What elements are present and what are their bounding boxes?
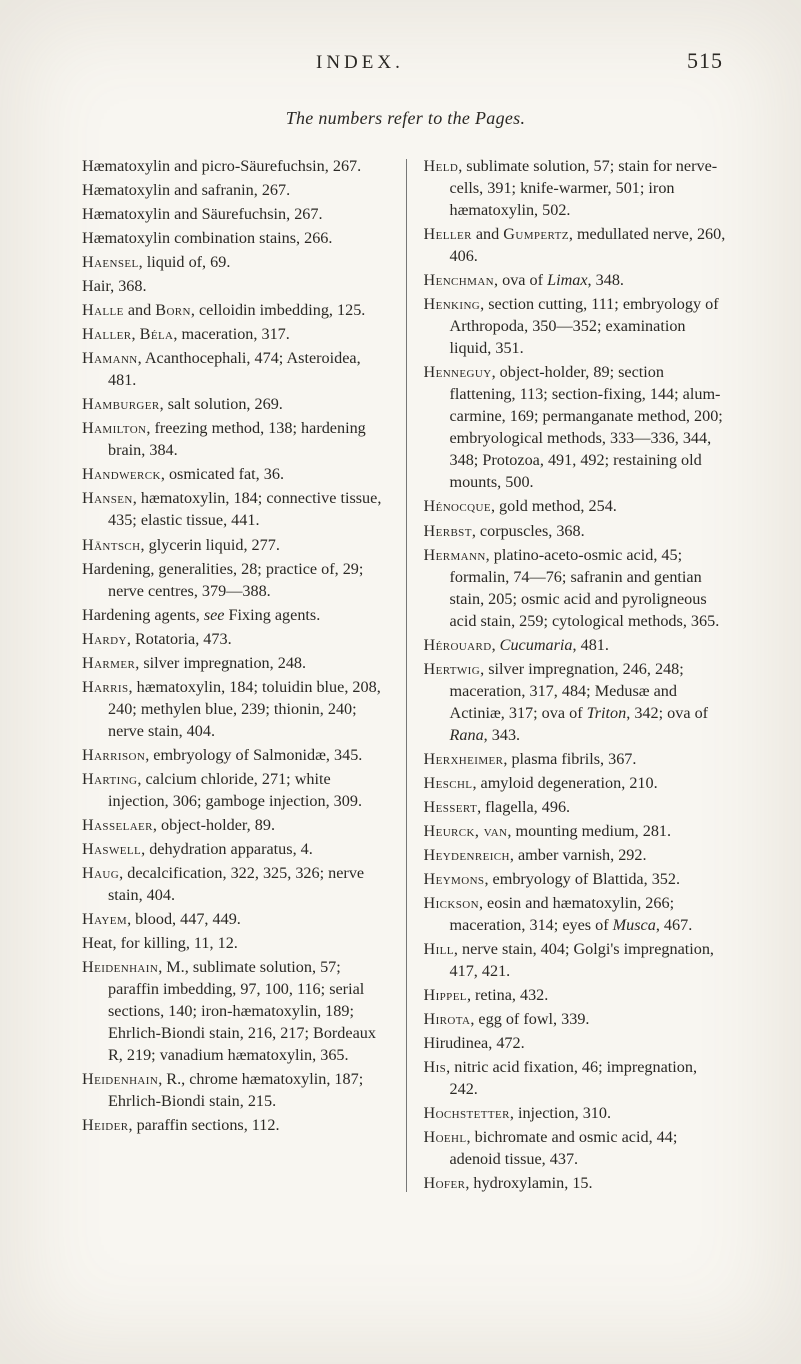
index-entry: Harris, hæmatoxylin, 184; toluidin blue,… [82,676,388,742]
index-entry: Haller, Béla, maceration, 317. [82,323,388,345]
running-title: INDEX. [316,52,404,74]
index-entry: Heurck, van, mounting medium, 281. [424,820,730,842]
index-entry: Hæmatoxylin and picro-Säurefuchsin, 267. [82,155,388,177]
running-head: INDEX. 515 [82,48,729,74]
index-entry: Henchman, ova of Limax, 348. [424,269,730,291]
index-entry: Hasselaer, object-holder, 89. [82,814,388,836]
index-entry: Heller and Gumpertz, medullated nerve, 2… [424,223,730,267]
index-entry: Heidenhain, R., chrome hæmatoxylin, 187;… [82,1068,388,1112]
index-entry: Hamburger, salt solution, 269. [82,393,388,415]
index-entry: Hardy, Rotatoria, 473. [82,628,388,650]
index-entry: Heat, for killing, 11, 12. [82,932,388,954]
index-entry: Hardening, generalities, 28; practice of… [82,558,388,602]
index-entry: Harrison, embryology of Salmonidæ, 345. [82,744,388,766]
index-entry: Herbst, corpuscles, 368. [424,520,730,542]
index-entry: Hérouard, Cucumaria, 481. [424,634,730,656]
index-entry: Hirudinea, 472. [424,1032,730,1054]
index-entry: Hamann, Acanthocephali, 474; Asteroidea,… [82,347,388,391]
column-rule [406,159,407,1192]
index-entry: Heider, paraffin sections, 112. [82,1114,388,1136]
index-entry: Hæmatoxylin and Säurefuchsin, 267. [82,203,388,225]
index-entry: Hippel, retina, 432. [424,984,730,1006]
index-entry: Hansen, hæmatoxylin, 184; connective tis… [82,487,388,531]
index-entry: Held, sublimate solution, 57; stain for … [424,155,730,221]
index-entry: Hénocque, gold method, 254. [424,495,730,517]
index-entry: Hochstetter, injection, 310. [424,1102,730,1124]
index-columns: Hæmatoxylin and picro-Säurefuchsin, 267.… [82,155,729,1196]
index-entry: Hofer, hydroxylamin, 15. [424,1172,730,1194]
index-entry: Hirota, egg of fowl, 339. [424,1008,730,1030]
subheading: The numbers refer to the Pages. [82,108,729,129]
index-entry: Handwerck, osmicated fat, 36. [82,463,388,485]
index-entry: Henneguy, object-holder, 89; section fla… [424,361,730,493]
index-entry: Heydenreich, amber varnish, 292. [424,844,730,866]
index-entry: Henking, section cutting, 111; embryolog… [424,293,730,359]
index-entry: Harting, calcium chloride, 271; white in… [82,768,388,812]
index-entry: Hæmatoxylin combination stains, 266. [82,227,388,249]
index-entry: Haensel, liquid of, 69. [82,251,388,273]
index-entry: Heidenhain, M., sublimate solution, 57; … [82,956,388,1066]
index-entry: Heymons, embryology of Blattida, 352. [424,868,730,890]
index-entry: Halle and Born, celloidin imbedding, 125… [82,299,388,321]
page-number: 515 [687,48,723,74]
page: INDEX. 515 The numbers refer to the Page… [0,0,801,1236]
index-entry: Hair, 368. [82,275,388,297]
index-entry: Hessert, flagella, 496. [424,796,730,818]
index-entry: Harmer, silver impregnation, 248. [82,652,388,674]
index-entry: Herxheimer, plasma fibrils, 367. [424,748,730,770]
index-entry: Hayem, blood, 447, 449. [82,908,388,930]
index-entry: Haswell, dehydration apparatus, 4. [82,838,388,860]
index-entry: Hardening agents, see Fixing agents. [82,604,388,626]
index-entry: Häntsch, glycerin liquid, 277. [82,534,388,556]
index-entry: Hamilton, freezing method, 138; hardenin… [82,417,388,461]
index-entry: Hertwig, silver impregnation, 246, 248; … [424,658,730,746]
index-entry: Hoehl, bichromate and osmic acid, 44; ad… [424,1126,730,1170]
index-entry: Hæmatoxylin and safranin, 267. [82,179,388,201]
index-entry: His, nitric acid fixation, 46; impregnat… [424,1056,730,1100]
index-entry: Hermann, platino-aceto-osmic acid, 45; f… [424,544,730,632]
left-column: Hæmatoxylin and picro-Säurefuchsin, 267.… [82,155,406,1196]
right-column: Held, sublimate solution, 57; stain for … [406,155,730,1196]
index-entry: Heschl, amyloid degeneration, 210. [424,772,730,794]
index-entry: Haug, decalcification, 322, 325, 326; ne… [82,862,388,906]
index-entry: Hickson, eosin and hæmatoxylin, 266; mac… [424,892,730,936]
index-entry: Hill, nerve stain, 404; Golgi's impregna… [424,938,730,982]
